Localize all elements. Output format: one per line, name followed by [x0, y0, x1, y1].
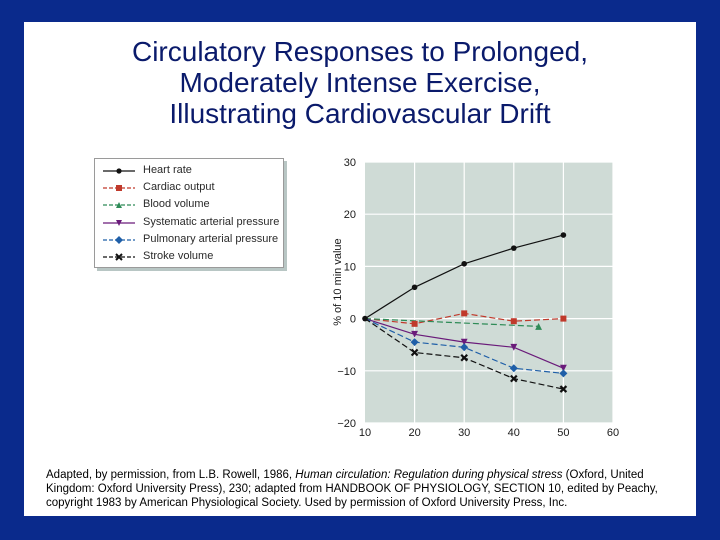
title-line-2: Moderately Intense Exercise, [179, 67, 541, 98]
slide-title: Circulatory Responses to Prolonged, Mode… [24, 36, 696, 129]
data-point-stroke-volume [410, 348, 419, 357]
data-point-systematic-arterial-pressure [510, 343, 518, 351]
x-tick-label: 50 [557, 427, 569, 439]
x-tick-label: 20 [408, 427, 420, 439]
data-point-pulmonary-arterial-pressure [410, 338, 419, 347]
data-point-systematic-arterial-pressure [460, 338, 468, 346]
data-point-cardiac-output [560, 315, 567, 322]
legend-swatch [103, 168, 135, 174]
data-point-heart-rate [560, 232, 567, 238]
legend-swatch [103, 219, 135, 226]
data-point-cardiac-output [510, 318, 517, 325]
y-tick-label: 30 [344, 157, 356, 169]
chart-legend: Heart rate Cardiac output Blood volume Syst… [94, 158, 284, 268]
source-caption: Adapted, by permission, from L.B. Rowell… [46, 468, 682, 510]
caption-book-title: Human circulation: Regulation during phy… [295, 469, 563, 481]
legend-marker [115, 235, 123, 244]
data-point-blood-volume [535, 323, 542, 330]
data-point-pulmonary-arterial-pressure [509, 364, 518, 373]
data-point-systematic-arterial-pressure [411, 330, 418, 338]
x-tick-label: 40 [508, 427, 520, 439]
y-tick-label: 10 [344, 261, 356, 273]
data-point-origin [362, 315, 368, 322]
legend-marker [115, 253, 123, 261]
data-point-heart-rate [411, 284, 418, 291]
legend-item: Blood volume [101, 197, 281, 214]
legend-swatch [103, 202, 135, 209]
y-tick-label: 20 [344, 209, 356, 221]
data-point-cardiac-output [461, 310, 468, 317]
legend-label: Blood volume [143, 198, 210, 211]
x-tick-label: 30 [458, 427, 470, 439]
legend-item: Pulmonary arterial pressure [101, 232, 281, 249]
data-point-stroke-volume [559, 385, 568, 393]
legend-label: Stroke volume [143, 250, 214, 262]
legend-marker [116, 168, 122, 174]
data-point-pulmonary-arterial-pressure [460, 343, 469, 352]
data-point-stroke-volume [510, 374, 518, 383]
data-point-pulmonary-arterial-pressure [559, 369, 568, 378]
y-tick-label: 0 [350, 314, 356, 326]
y-tick-label: −10 [337, 366, 356, 378]
series-line-blood-volume [364, 318, 539, 327]
legend-marker [116, 185, 122, 192]
legend-marker [116, 202, 122, 209]
slide-panel: Circulatory Responses to Prolonged, Mode… [24, 22, 696, 516]
legend-swatch [103, 185, 135, 192]
legend-marker [116, 219, 122, 226]
legend-label: Heart rate [143, 164, 192, 176]
legend-item: Cardiac output [101, 180, 281, 197]
y-tick-label: −20 [337, 418, 356, 430]
data-point-cardiac-output [411, 320, 418, 327]
data-point-heart-rate [461, 260, 468, 267]
title-line-1: Circulatory Responses to Prolonged, [131, 36, 588, 67]
plot-area [365, 162, 613, 423]
legend-swatch [103, 235, 135, 244]
legend-item: Heart rate [101, 163, 281, 180]
legend-label: Pulmonary arterial pressure [143, 232, 279, 245]
y-axis-label: % of 10 min value [332, 238, 344, 325]
data-point-systematic-arterial-pressure [560, 364, 567, 372]
data-point-stroke-volume [460, 353, 468, 362]
legend-label: Systematic arterial pressure [143, 215, 280, 228]
title-line-3: Illustrating Cardiovascular Drift [169, 98, 551, 129]
caption-text-2: (Oxford, United Kingdom: Oxford Universi… [46, 469, 658, 509]
legend-item: Systematic arterial pressure [101, 215, 281, 232]
legend-swatch [103, 253, 135, 261]
data-point-heart-rate [511, 245, 517, 251]
x-tick-label: 60 [607, 427, 619, 439]
legend-label: Cardiac output [143, 181, 215, 194]
legend-item: Stroke volume [101, 249, 281, 266]
caption-text-1: Adapted, by permission, from L.B. Rowell… [46, 469, 296, 481]
x-tick-label: 10 [359, 427, 371, 439]
line-chart: 10 20 30 40 50 60 30 20 10 0 −10 −20 % of 10 min val… [332, 157, 619, 439]
